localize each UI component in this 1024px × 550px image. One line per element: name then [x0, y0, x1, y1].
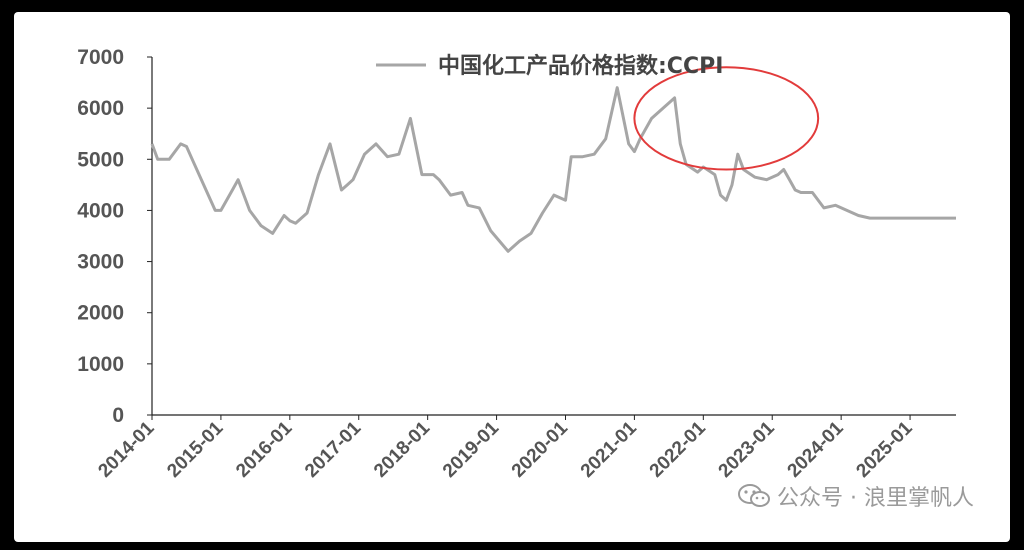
y-tick-label: 3000 [77, 251, 124, 274]
x-tick-label: 2014-01 [94, 417, 158, 481]
x-tick-label: 2020-01 [508, 417, 572, 481]
y-tick-label: 1000 [77, 353, 124, 376]
x-tick-label: 2022-01 [646, 417, 710, 481]
watermark: 公众号 · 浪里掌帆人 [737, 480, 974, 512]
x-tick-label: 2023-01 [715, 417, 779, 481]
x-tick-label: 2021-01 [577, 417, 641, 481]
highlight-ellipse [633, 66, 820, 171]
chart-card: 0 1000 2000 3000 4000 5000 6000 7000 2014-01 2015… [14, 12, 1010, 542]
y-tick-label: 4000 [77, 199, 124, 222]
y-tick-label: 2000 [77, 302, 124, 325]
x-tick-label: 2018-01 [370, 417, 434, 481]
line-chart: 0 1000 2000 3000 4000 5000 6000 7000 2014-01 2015… [77, 46, 956, 482]
x-tick-label: 2015-01 [163, 417, 227, 481]
watermark-text: 公众号 · 浪里掌帆人 [777, 486, 974, 511]
x-tick-label: 2017-01 [301, 417, 365, 481]
y-tick-label: 6000 [77, 97, 124, 120]
y-tick-label: 5000 [77, 148, 124, 171]
x-tick-label: 2024-01 [784, 417, 848, 481]
ccpi-series-line [150, 86, 956, 253]
y-tick-label: 0 [112, 404, 124, 427]
legend-label: 中国化工产品价格指数:CCPI [438, 53, 723, 79]
wechat-icon [738, 484, 771, 507]
x-tick-label: 2019-01 [439, 417, 503, 481]
y-tick-label: 7000 [77, 46, 124, 69]
x-tick-label: 2016-01 [232, 417, 296, 481]
x-tick-label: 2025-01 [852, 417, 916, 481]
